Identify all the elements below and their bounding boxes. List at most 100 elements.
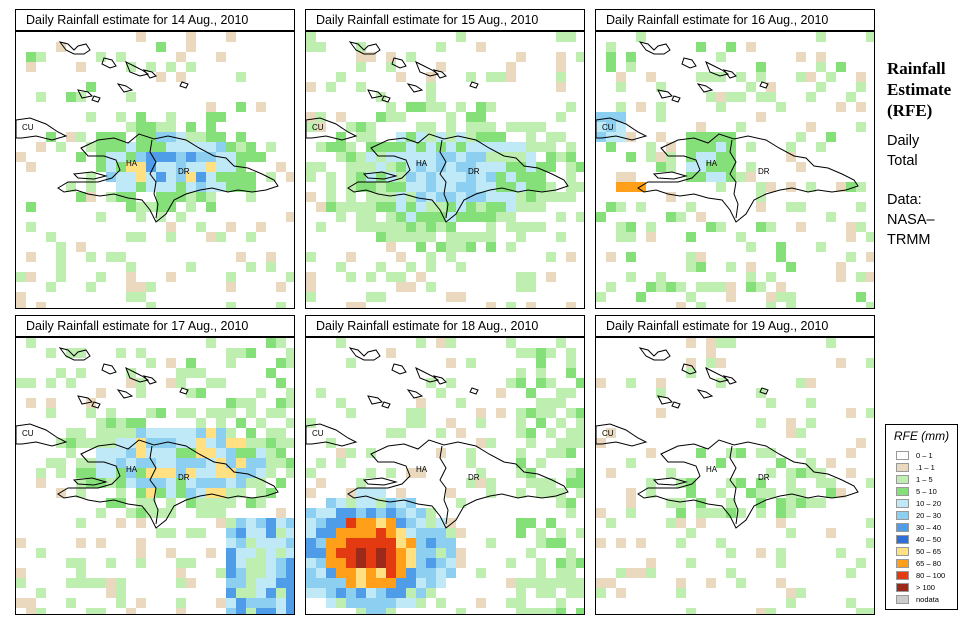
rainfall-cell: [376, 142, 386, 152]
rainfall-cell: [166, 142, 176, 152]
country-label-cuba: CU: [602, 429, 614, 438]
rainfall-cell: [196, 132, 206, 142]
rainfall-cell: [716, 338, 726, 348]
rainfall-cell: [736, 578, 746, 588]
rainfall-cell: [546, 588, 556, 598]
rainfall-cell: [216, 182, 226, 192]
rainfall-cell: [316, 558, 326, 568]
source-line: TRMM: [887, 232, 931, 248]
rainfall-cell: [306, 42, 316, 52]
rainfall-cell: [416, 398, 426, 408]
rainfall-cell: [256, 222, 266, 232]
rainfall-cell: [836, 358, 846, 368]
rainfall-cell: [166, 182, 176, 192]
rainfall-cell: [446, 202, 456, 212]
rainfall-cell: [306, 172, 316, 182]
rainfall-cell: [146, 408, 156, 418]
rainfall-cell: [536, 558, 546, 568]
rainfall-cell: [246, 478, 256, 488]
rainfall-cell: [116, 478, 126, 488]
rainfall-cell: [106, 558, 116, 568]
island-coastline: [381, 401, 391, 409]
rainfall-cell: [456, 102, 466, 112]
rainfall-cell: [356, 598, 366, 608]
rainfall-cell: [516, 488, 526, 498]
rainfall-cell: [666, 192, 676, 202]
rainfall-cell: [326, 82, 336, 92]
legend-label: 65 – 80: [916, 559, 942, 568]
rainfall-cell: [336, 142, 346, 152]
rainfall-cell: [156, 182, 166, 192]
rainfall-cell: [306, 272, 316, 282]
rainfall-cell: [406, 568, 416, 578]
rainfall-cell: [556, 488, 566, 498]
rainfall-cell: [866, 272, 874, 282]
rainfall-cell: [626, 498, 636, 508]
rainfall-cell: [856, 72, 866, 82]
rainfall-cell: [526, 578, 536, 588]
rainfall-cell: [76, 578, 86, 588]
rainfall-cell: [236, 598, 246, 608]
rainfall-cell: [846, 232, 856, 242]
rainfall-cell: [626, 182, 636, 192]
rainfall-cell: [216, 568, 226, 578]
rainfall-cell: [466, 122, 476, 132]
rainfall-cell: [426, 212, 436, 222]
rainfall-cell: [166, 508, 176, 518]
rainfall-cell: [126, 192, 136, 202]
rainfall-cell: [276, 458, 286, 468]
rainfall-cell: [726, 568, 736, 578]
rainfall-cell: [216, 448, 226, 458]
rainfall-cell: [186, 172, 196, 182]
rainfall-cell: [226, 222, 236, 232]
rainfall-cell: [336, 558, 346, 568]
rainfall-cell: [26, 252, 36, 262]
rainfall-cell: [56, 458, 66, 468]
rainfall-cell: [186, 122, 196, 132]
rainfall-cell: [376, 538, 386, 548]
legend-label: 5 – 10: [916, 487, 937, 496]
rainfall-cell: [776, 498, 786, 508]
rainfall-cell: [726, 338, 736, 348]
rainfall-cell: [196, 528, 206, 538]
rainfall-cell: [496, 142, 506, 152]
rainfall-cell: [156, 42, 166, 52]
rainfall-cell: [396, 212, 406, 222]
rainfall-cell: [96, 52, 106, 62]
rainfall-cell: [506, 242, 516, 252]
rainfall-cell: [226, 528, 236, 538]
rainfall-cell: [156, 508, 166, 518]
rainfall-cell: [76, 558, 86, 568]
rainfall-cell: [436, 528, 446, 538]
rainfall-cell: [186, 152, 196, 162]
island-coastline: [391, 363, 407, 375]
rainfall-cell: [246, 182, 256, 192]
panel-title-6: Daily Rainfall estimate for 19 Aug., 201…: [595, 315, 875, 337]
rainfall-cell: [146, 202, 156, 212]
rainfall-cell: [826, 488, 836, 498]
rainfall-cell: [566, 302, 576, 308]
rainfall-cell: [266, 408, 276, 418]
rainfall-cell: [356, 202, 366, 212]
rainfall-cell: [856, 182, 866, 192]
rainfall-cell: [506, 598, 516, 608]
legend-title: RFE (mm): [893, 429, 950, 443]
rainfall-cell: [226, 348, 236, 358]
rainfall-cell: [196, 498, 206, 508]
rainfall-cell: [866, 608, 874, 614]
rainfall-cell: [126, 162, 136, 172]
rainfall-cell: [26, 598, 36, 608]
rainfall-cell: [116, 598, 126, 608]
rainfall-cell: [426, 568, 436, 578]
rainfall-cell: [56, 368, 66, 378]
rainfall-cell: [226, 458, 236, 468]
rainfall-cell: [196, 448, 206, 458]
rainfall-cell: [176, 488, 186, 498]
rainfall-cell: [716, 152, 726, 162]
rainfall-cell: [266, 598, 276, 608]
rainfall-cell: [636, 32, 646, 42]
rainfall-cell: [346, 358, 356, 368]
rainfall-cell: [786, 262, 796, 272]
rainfall-cell: [276, 538, 286, 548]
rainfall-cell: [156, 202, 166, 212]
